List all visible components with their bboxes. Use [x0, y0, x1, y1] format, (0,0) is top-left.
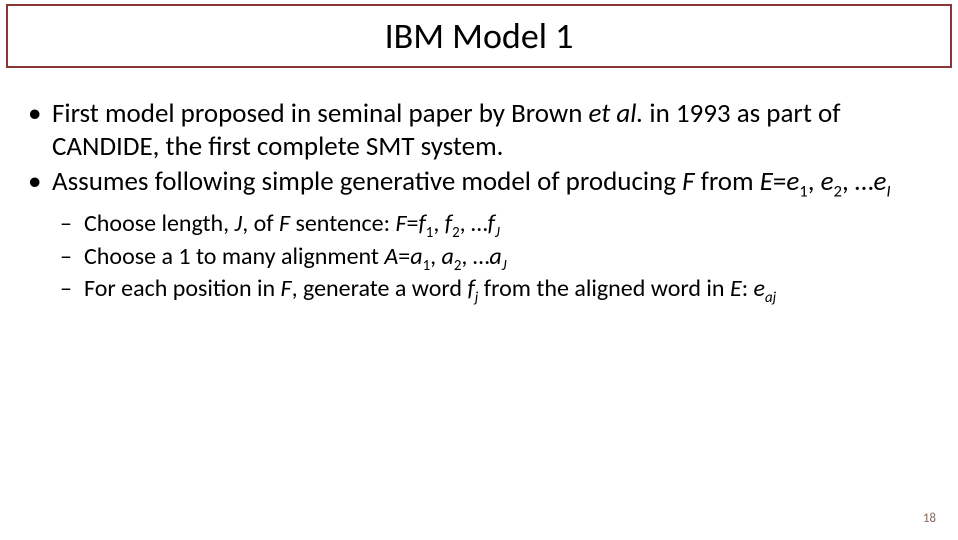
sub-2: Choose a 1 to many alignment A=a1, a2, ……	[84, 242, 928, 273]
b2-e1: e	[786, 165, 799, 198]
b1-pre: First model proposed in seminal paper by…	[52, 97, 588, 130]
s3-e: e	[754, 274, 765, 303]
s1-c1: ,	[433, 209, 444, 238]
b2-c1: ,	[808, 165, 821, 198]
s3-f: f	[467, 274, 474, 303]
s1-F: F	[279, 209, 290, 238]
s3-F: F	[281, 274, 292, 303]
s1-mid: , of	[242, 209, 279, 238]
b2-E: E	[760, 165, 773, 198]
b2-eq: =	[773, 165, 786, 198]
b1-etal: et al.	[588, 97, 643, 130]
s2-aJ: a	[489, 242, 501, 271]
main-bullet-list: First model proposed in seminal paper by…	[24, 98, 928, 305]
s1-subJ: J	[495, 223, 500, 241]
b2-pre: Assumes following simple generative mode…	[52, 165, 682, 198]
b2-sub1: 1	[799, 181, 807, 201]
s1-fJ: f	[488, 209, 495, 238]
bullet-1: First model proposed in seminal paper by…	[52, 98, 928, 164]
s3-colon: :	[742, 274, 754, 303]
s1-sent: sentence:	[290, 209, 395, 238]
s2-c2: , …	[461, 242, 489, 271]
s2-c1: ,	[430, 242, 441, 271]
b2-e2: e	[821, 165, 834, 198]
s1-c2: , …	[460, 209, 488, 238]
s1-f1: f	[418, 209, 425, 238]
b2-sub2: 2	[833, 181, 841, 201]
b2-eI: e	[873, 165, 886, 198]
content-area: First model proposed in seminal paper by…	[24, 98, 928, 307]
s2-subJ: J	[502, 255, 507, 273]
b2-F: F	[682, 165, 694, 198]
s2-eq: =	[398, 242, 410, 271]
b2-subI: I	[886, 181, 890, 201]
slide-number: 18	[923, 511, 936, 526]
s2-A: A	[384, 242, 398, 271]
s1-Feq: F	[395, 209, 406, 238]
sub-3: For each position in F, generate a word …	[84, 274, 928, 305]
s1-pre: Choose length,	[84, 209, 235, 238]
s3-E: E	[730, 274, 742, 303]
s1-eq: =	[407, 209, 419, 238]
s2-a2: a	[442, 242, 454, 271]
s3-mid2: from the aligned word in	[478, 274, 730, 303]
b2-mid1: from	[694, 165, 759, 198]
bullet-2: Assumes following simple generative mode…	[52, 166, 928, 305]
sub-1: Choose length, J, of F sentence: F=f1, f…	[84, 209, 928, 240]
title-box: IBM Model 1	[6, 4, 952, 68]
s3-mid: , generate a word	[292, 274, 468, 303]
s1-sub2: 2	[452, 223, 460, 241]
s3-subaj: aj	[765, 288, 776, 306]
sub-bullet-list: Choose length, J, of F sentence: F=f1, f…	[52, 209, 928, 305]
s3-pre: For each position in	[84, 274, 281, 303]
s2-pre: Choose a 1 to many alignment	[84, 242, 384, 271]
slide-title: IBM Model 1	[385, 14, 574, 58]
s2-sub1: 1	[423, 255, 431, 273]
b2-c2: , …	[842, 165, 873, 198]
s1-f2: f	[445, 209, 452, 238]
s2-a1: a	[410, 242, 422, 271]
